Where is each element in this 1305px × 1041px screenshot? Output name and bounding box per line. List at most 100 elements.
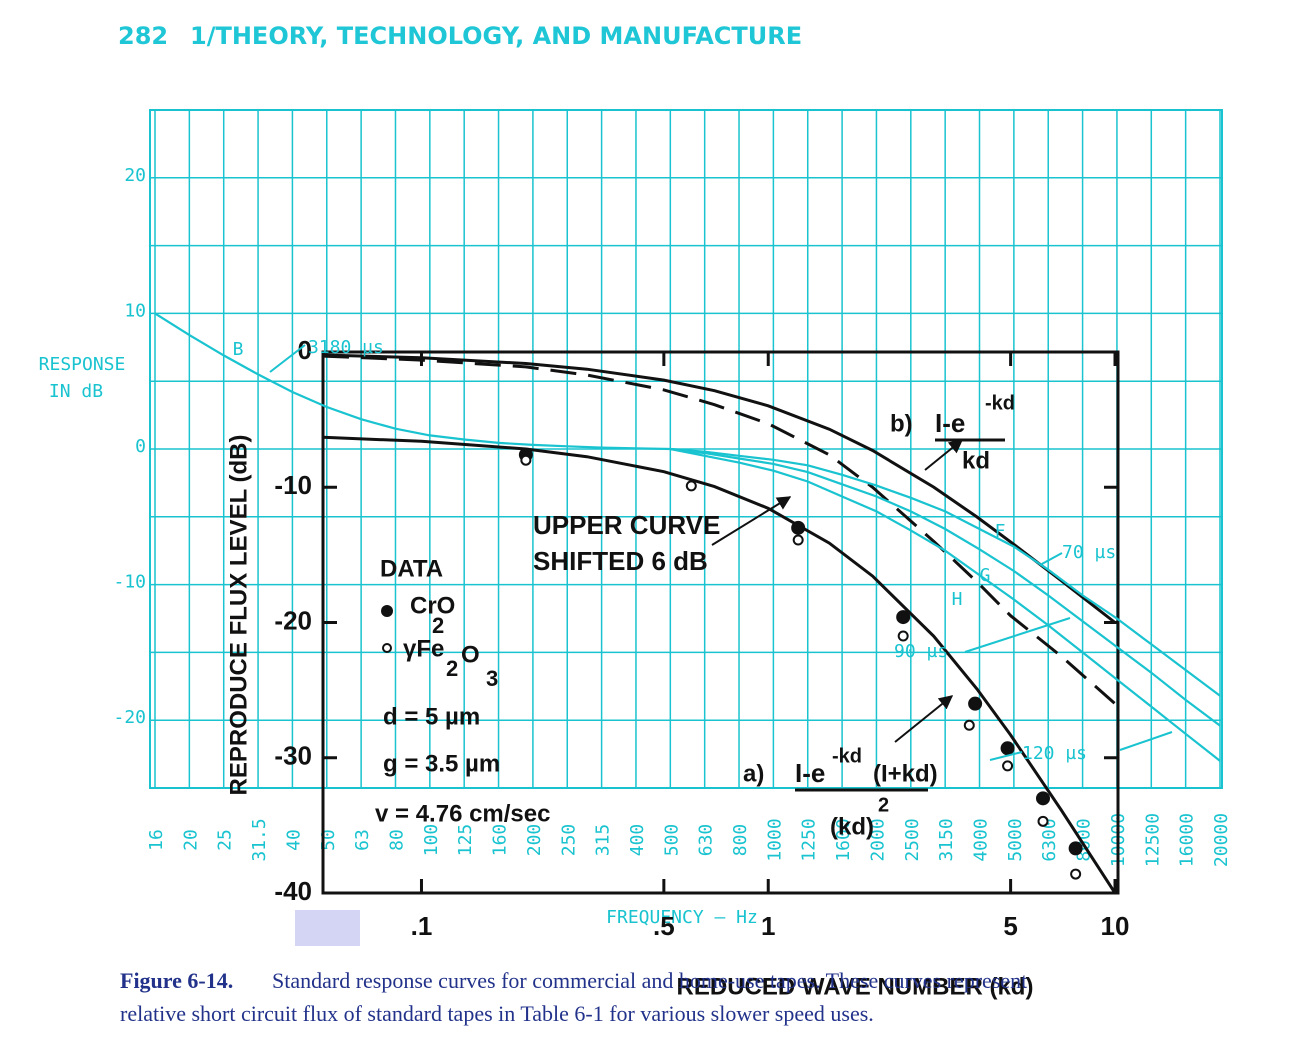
caption-label: Figure 6-14. [120,968,233,993]
x-tick-label: 800 [730,824,751,857]
x-tick-label: 3150 [936,818,957,861]
curve-label: B [233,339,244,360]
y-tick-label: -40 [274,876,312,906]
y-tick-label: 0 [135,436,146,457]
x-tick-label: 12500 [1142,813,1163,867]
legend-symbol [382,643,392,653]
data-point [1002,760,1014,772]
x-tick-label: .1 [411,911,433,941]
frequency-grid: 16 20 25 31.5 40 50 63 80 100 125 160 200 250 315 400 5… [39,109,1232,928]
curve-label: H [952,589,963,610]
annotation: CrO [410,592,455,619]
annotation: 70 µs [1062,542,1116,563]
y-axis-label: RESPONSE [39,354,126,375]
annotation: -kd [985,392,1015,414]
leader-line [269,344,306,373]
annotation: b) [890,410,913,437]
annotation: (I+kd) [873,760,938,787]
y-axis-label: REPRODUCE FLUX LEVEL (dB) [225,435,252,796]
x-tick-label: 40 [283,829,304,851]
data-point [1000,741,1015,756]
response-curves: B F GH 3180 µs 70 µs 90 µs 120 µs [154,312,1221,764]
x-tick-label: 5 [1003,911,1017,941]
x-tick-label: 16000 [1177,813,1198,867]
y-tick-label: -20 [113,707,146,728]
annotation: 120 µs [1022,743,1087,764]
annotation: I-e [795,758,825,788]
curve [154,312,671,451]
curve-label: F [995,521,1006,542]
data-point [1068,841,1083,856]
annotation: kd [962,447,990,474]
annotation: DATA [380,555,443,582]
pointer-arrow [924,439,964,471]
x-tick-label: 315 [593,824,614,857]
data-point [685,480,697,492]
x-tick-label: 16 [146,829,167,851]
curve [322,353,1116,624]
x-tick-label: 63 [352,829,373,851]
data-point [1070,868,1082,880]
scan-mark [295,910,360,946]
annotation: d = 5 µm [383,703,480,730]
legend-symbol [381,605,393,617]
x-tick-label: 250 [558,824,579,857]
x-tick-label: 1000 [764,818,785,861]
x-tick-label: 125 [455,824,476,857]
y-tick-label: 0 [298,335,312,365]
running-title: 1/THEORY, TECHNOLOGY, AND MANUFACTURE [190,22,802,50]
y-tick-label: -10 [113,572,146,593]
leader-line [964,617,1071,653]
annotation: 90 µs [894,641,948,662]
x-tick-label: 1600 [833,818,854,861]
curve [670,447,1221,762]
data-point [792,534,804,546]
curve [322,354,1116,705]
x-tick-label: 1 [761,911,775,941]
data-point [963,719,975,731]
y-tick-label: 20 [124,165,146,186]
annotation: (kd) [830,813,874,840]
annotation: SHIFTED 6 dB [533,546,708,576]
x-tick-label: 20 [180,829,201,851]
annotation: O [461,641,480,668]
annotation: 3180 µs [308,337,384,358]
x-tick-label: 2500 [902,818,923,861]
curve [670,447,1221,697]
x-axis-label: FREQUENCY – Hz [606,907,758,928]
x-tick-label: 500 [661,824,682,857]
y-tick-label: -10 [274,470,312,500]
y-tick-label: -20 [274,605,312,635]
data-point [1036,791,1051,806]
pointer-arrow [711,496,792,546]
x-tick-label: 20000 [1211,813,1232,867]
y-tick-label: -30 [274,741,312,771]
x-tick-label: 400 [627,824,648,857]
caption-text: Standard response curves for commercial … [272,968,1027,993]
x-tick-label: 200 [524,824,545,857]
x-tick-label: 2000 [867,818,888,861]
leader-line [989,751,1023,761]
annotation: -kd [832,745,862,767]
curve-label: G [980,565,991,586]
annotation: γFe [403,635,444,662]
data-point [968,696,983,711]
x-tick-label: 6300 [1039,818,1060,861]
x-tick-label: 80 [386,829,407,851]
x-tick-label: 25 [215,829,236,851]
x-tick-label: 100 [421,824,442,857]
annotation: a) [743,760,764,787]
pointer-arrow [894,695,954,743]
annotation: I-e [935,408,965,438]
x-tick-label: 1250 [799,818,820,861]
x-tick-label: 31.5 [249,818,270,861]
annotation: 3 [486,666,498,691]
x-tick-label: 5000 [1005,818,1026,861]
page-number: 282 [118,22,168,50]
annotation: g = 3.5 µm [383,750,500,777]
x-tick-label: 50 [318,829,339,851]
data-point [897,630,909,642]
annotation: UPPER CURVE [533,510,720,540]
